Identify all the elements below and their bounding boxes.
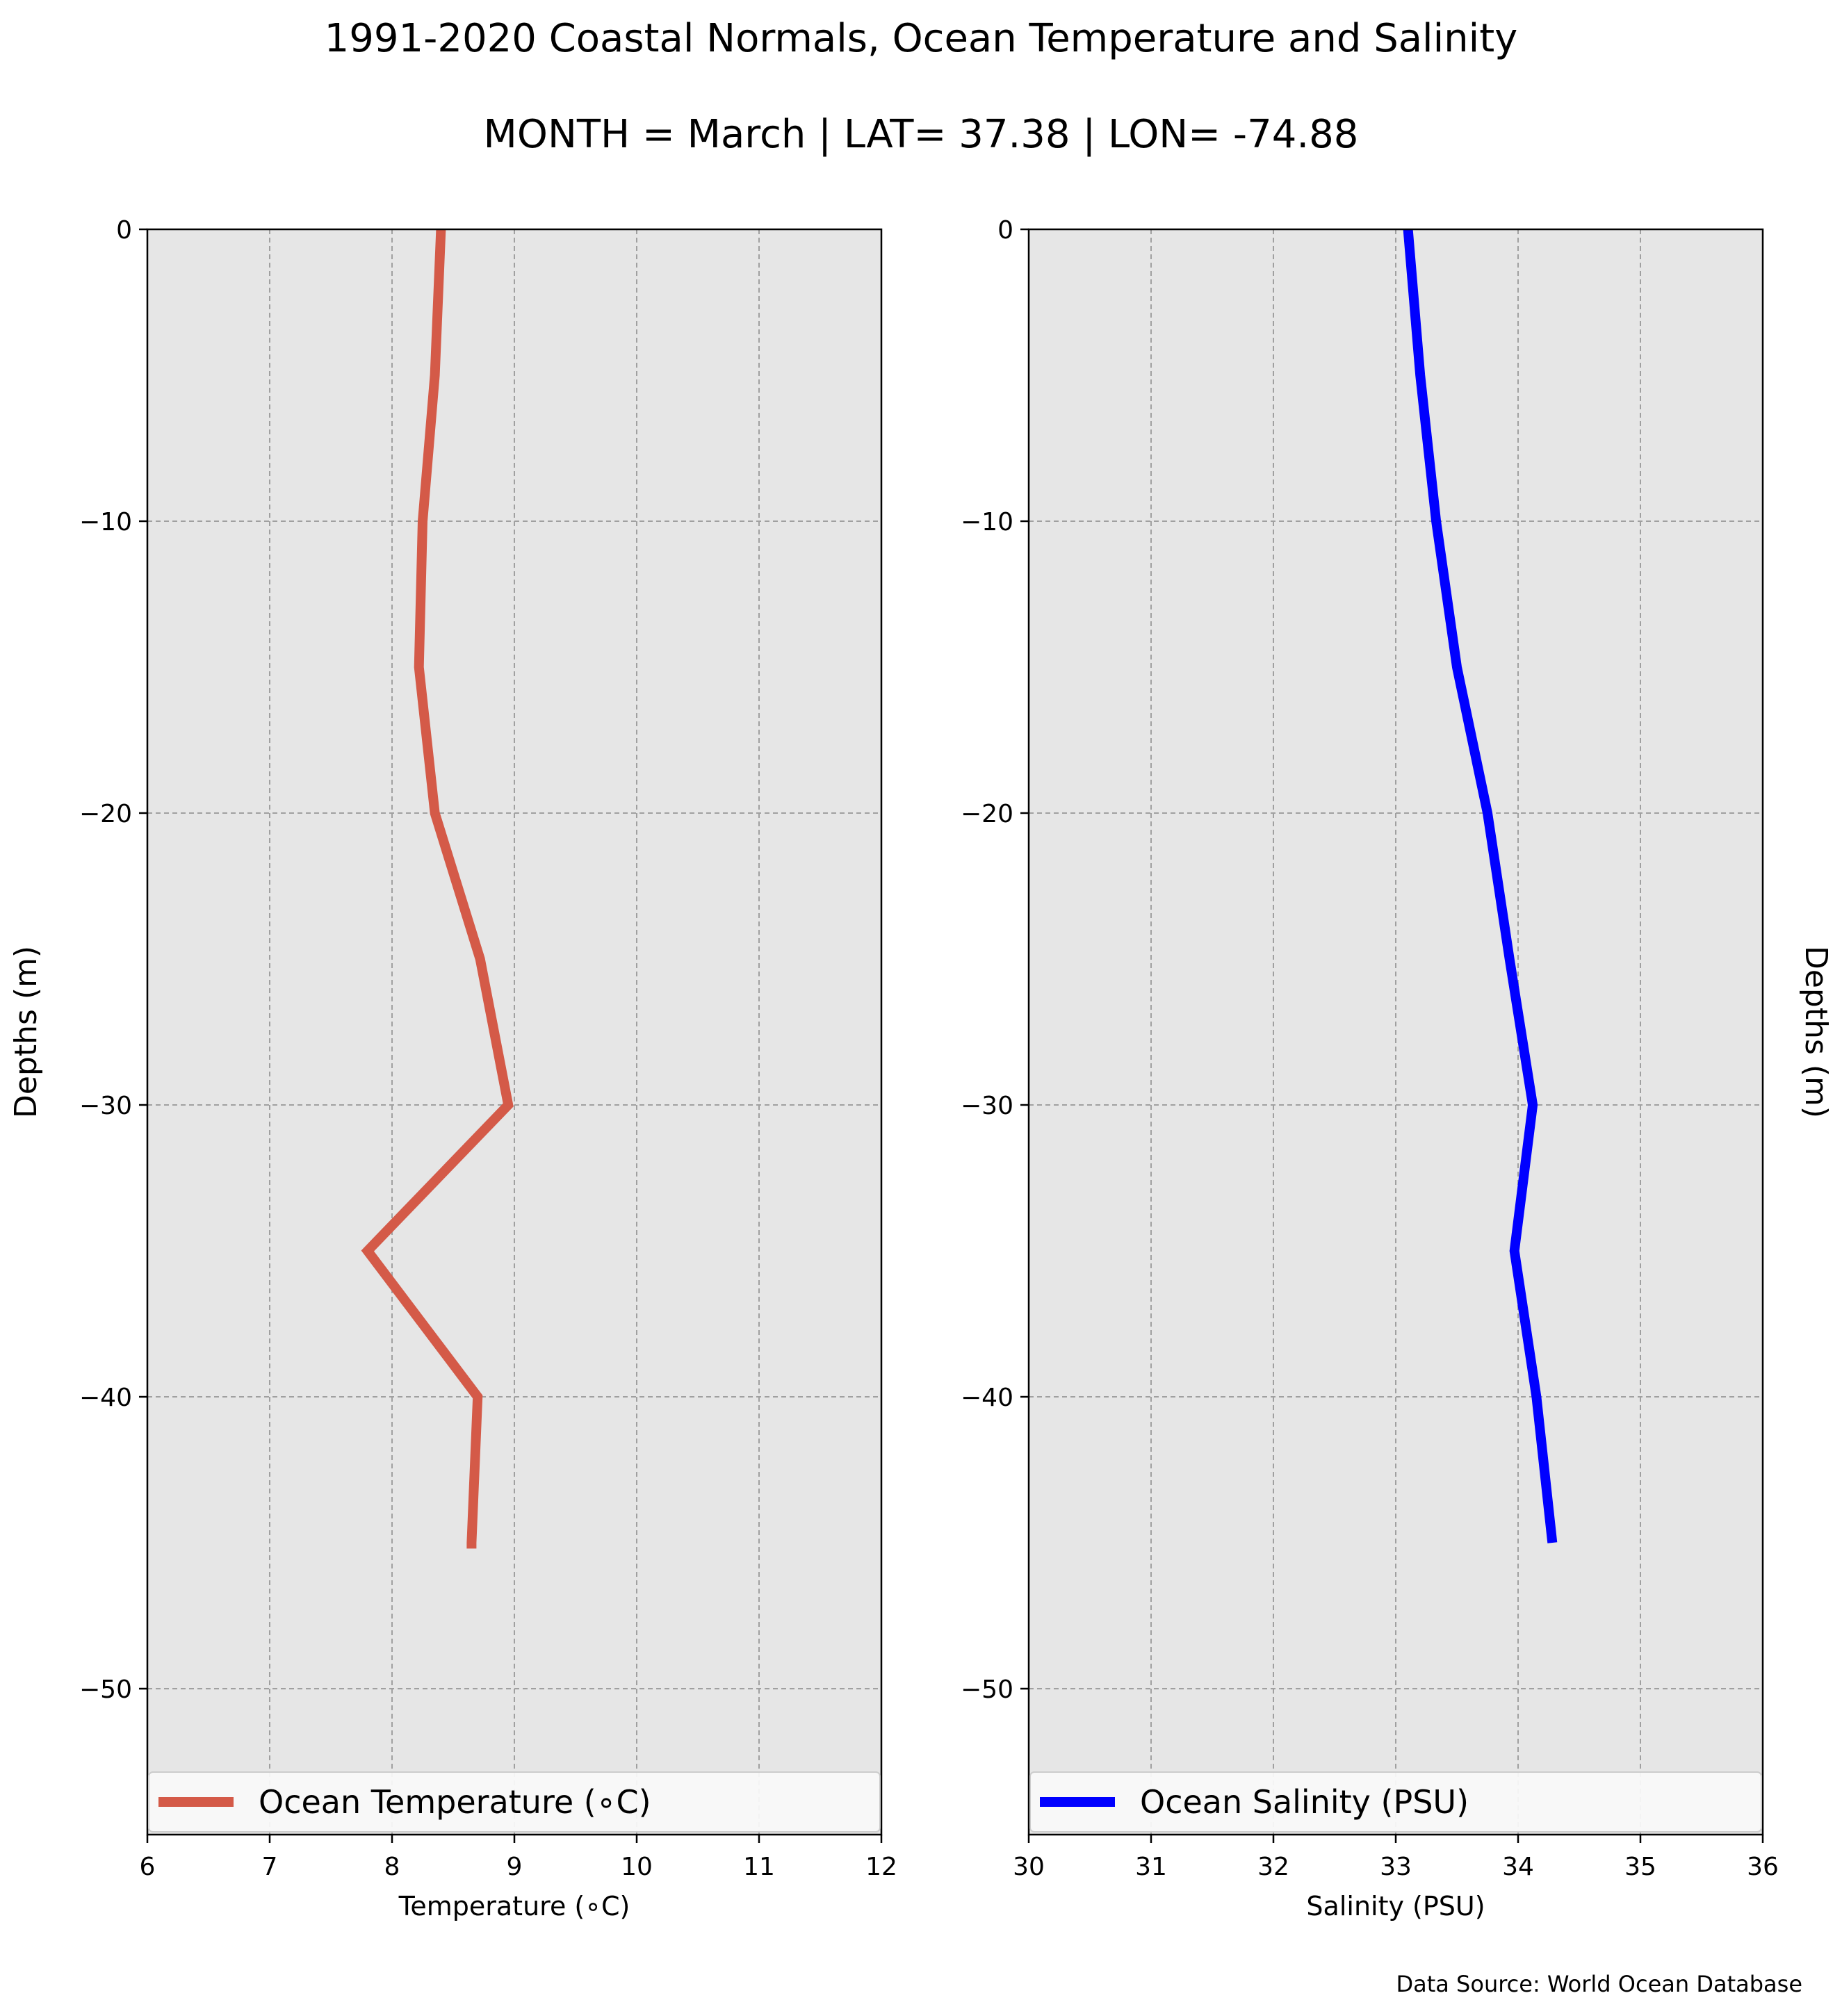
temp-series-line bbox=[361, 229, 514, 1549]
salinity-panel: 30 31 32 33 34 35 36 0 −10 −20 −30 −40 −50 Salinity (… bbox=[961, 216, 1834, 1921]
data-source-note: Data Source: World Ocean Database bbox=[1396, 1971, 1802, 1997]
sal-y-tick-label: −40 bbox=[961, 1384, 1013, 1412]
temp-y-tick-label: −20 bbox=[79, 800, 132, 828]
temp-y-tick-label: 0 bbox=[116, 216, 132, 245]
temp-x-tick-label: 7 bbox=[262, 1853, 278, 1881]
temp-x-tick-label: 6 bbox=[140, 1853, 156, 1881]
sal-series-line bbox=[1403, 229, 1558, 1543]
temp-x-tick-label: 8 bbox=[384, 1853, 400, 1881]
temp-y-tick-label: −30 bbox=[79, 1092, 132, 1120]
temp-y-tick-label: −50 bbox=[79, 1675, 132, 1704]
sal-x-tick-label: 33 bbox=[1380, 1853, 1412, 1881]
sal-legend-box bbox=[1029, 1771, 1762, 1833]
temp-x-tick-label: 9 bbox=[507, 1853, 523, 1881]
temp-x-axis-label: Temperature (∘C) bbox=[398, 1891, 630, 1921]
sal-y-tick-label: −30 bbox=[961, 1092, 1013, 1120]
sal-y-axis-label: Depths (m) bbox=[1798, 946, 1834, 1118]
temp-legend-label: Ocean Temperature (∘C) bbox=[259, 1783, 651, 1821]
temperature-panel: 6 7 8 9 10 11 12 0 −10 −20 −30 −40 −50 Temperature (∘… bbox=[8, 216, 897, 1921]
sal-y-tick-label: −10 bbox=[961, 508, 1013, 536]
temp-y-tick-label: −40 bbox=[79, 1384, 132, 1412]
sal-x-tick-label: 34 bbox=[1502, 1853, 1534, 1881]
sal-x-axis-label: Salinity (PSU) bbox=[1306, 1891, 1485, 1921]
temp-x-tick-label: 10 bbox=[621, 1853, 653, 1881]
sal-x-tick-label: 32 bbox=[1257, 1853, 1289, 1881]
temp-x-tick-label: 11 bbox=[743, 1853, 775, 1881]
sal-y-tick-label: −20 bbox=[961, 800, 1013, 828]
figure-subtitle: MONTH = March | LAT= 37.38 | LON= -74.88 bbox=[484, 112, 1359, 157]
sal-y-tick-label: −50 bbox=[961, 1675, 1013, 1704]
temp-x-tick-label: 12 bbox=[865, 1853, 897, 1881]
sal-x-tick-label: 36 bbox=[1747, 1853, 1779, 1881]
sal-x-tick-label: 31 bbox=[1135, 1853, 1167, 1881]
temp-y-axis-label: Depths (m) bbox=[8, 946, 44, 1118]
sal-x-tick-label: 35 bbox=[1624, 1853, 1656, 1881]
figure-title: 1991-2020 Coastal Normals, Ocean Tempera… bbox=[325, 16, 1518, 61]
temp-legend-box bbox=[148, 1771, 881, 1833]
sal-x-tick-label: 30 bbox=[1013, 1853, 1045, 1881]
sal-legend-label: Ocean Salinity (PSU) bbox=[1140, 1783, 1469, 1821]
temp-y-tick-label: −10 bbox=[79, 508, 132, 536]
sal-y-tick-label: 0 bbox=[997, 216, 1013, 245]
